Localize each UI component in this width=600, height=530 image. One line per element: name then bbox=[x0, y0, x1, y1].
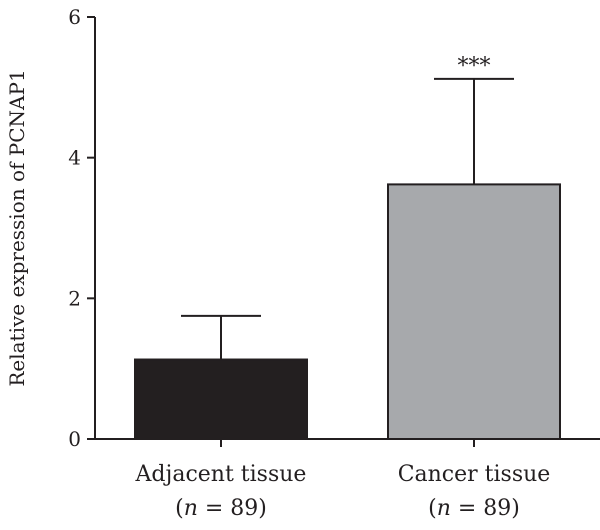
significance-marker: *** bbox=[458, 54, 491, 79]
category-labels: Adjacent tissue (n = 89) Cancer tissue (n =… bbox=[135, 462, 551, 521]
bars: *** bbox=[134, 54, 561, 441]
y-tick-label: 6 bbox=[68, 5, 81, 29]
x-axis bbox=[95, 438, 600, 447]
sample-size-label: (n = 89) bbox=[175, 496, 267, 521]
y-axis-label: Relative expression of PCNAP1 bbox=[5, 69, 29, 386]
sample-size-label: (n = 89) bbox=[428, 496, 520, 521]
bar-cancer-tissue bbox=[387, 183, 561, 440]
y-tick-label: 2 bbox=[68, 286, 81, 310]
category-label: Adjacent tissue bbox=[135, 462, 307, 487]
y-tick-label: 4 bbox=[68, 146, 81, 170]
y-tick-label: 0 bbox=[68, 427, 81, 451]
bar-adjacent-tissue bbox=[134, 358, 308, 441]
y-axis: 0 2 4 6 bbox=[68, 5, 96, 451]
category-label: Cancer tissue bbox=[398, 462, 551, 487]
